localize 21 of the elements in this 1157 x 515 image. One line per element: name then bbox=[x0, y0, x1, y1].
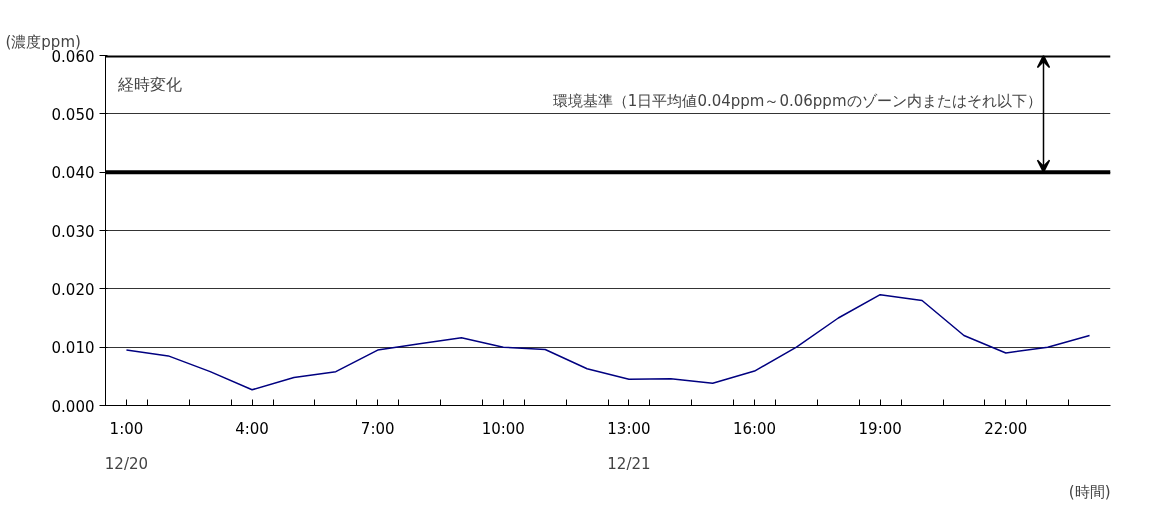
y-tick-label: 0.020 bbox=[51, 280, 95, 299]
x-tick-label: 22:00 bbox=[984, 419, 1028, 438]
x-tick-label: 4:00 bbox=[235, 419, 269, 438]
y-tick-label: 0.050 bbox=[51, 105, 95, 124]
x-tick-label: 1:00 bbox=[109, 419, 144, 438]
annotation: 環境基準（1日平均値0.04ppm～0.06ppmのゾーン内またはそれ以下） bbox=[552, 91, 1042, 110]
line-series bbox=[125, 293, 1091, 391]
x-tick-label: 16:00 bbox=[732, 419, 777, 438]
y-tick-label: 0.010 bbox=[51, 339, 95, 358]
x-tick-label: 10:00 bbox=[481, 419, 525, 438]
y-axis-title: (濃度ppm) bbox=[5, 32, 81, 51]
text: 12/21 bbox=[607, 454, 651, 473]
text: 経時変化 bbox=[116, 74, 182, 94]
y-tick-label: 0.030 bbox=[51, 222, 95, 241]
x-tick-label: 19:00 bbox=[858, 419, 902, 438]
text: 12/20 bbox=[104, 454, 149, 473]
x-tick-label: 13:00 bbox=[607, 419, 651, 438]
y-tick-label: 0.040 bbox=[51, 164, 95, 183]
x-tick-label: 7:00 bbox=[360, 419, 395, 438]
y-tick-label: 0.000 bbox=[51, 397, 95, 416]
x-axis-title: (時間) bbox=[1068, 482, 1111, 501]
